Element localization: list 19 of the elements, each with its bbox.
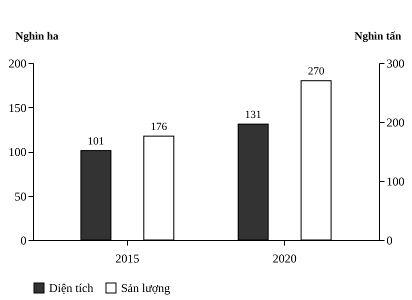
y-tick-label: 200 [8, 56, 26, 70]
y2-tick-label: 0 [386, 234, 392, 248]
x-tick-label: 2015 [115, 252, 140, 266]
data-label: 101 [88, 136, 104, 148]
y-tick-label: 50 [14, 189, 26, 204]
y-tick-label: 150 [8, 100, 26, 115]
y2-axis-title: Nghìn tấn [354, 30, 402, 42]
y2-tick-label: 100 [386, 174, 404, 188]
legend-label: Diện tích [49, 281, 94, 295]
y2-tick-label: 200 [386, 116, 404, 130]
data-label: 270 [308, 66, 325, 78]
data-label: 176 [150, 121, 168, 134]
y-tick-label: 0 [20, 234, 26, 248]
y-axis-title: Nghìn ha [15, 30, 59, 42]
data-label: 131 [244, 109, 262, 122]
x-tick-label: 2020 [272, 252, 297, 266]
legend-label: Sản lượng [121, 281, 170, 295]
y2-tick-label: 300 [386, 56, 404, 70]
y-tick-label: 100 [8, 145, 26, 159]
